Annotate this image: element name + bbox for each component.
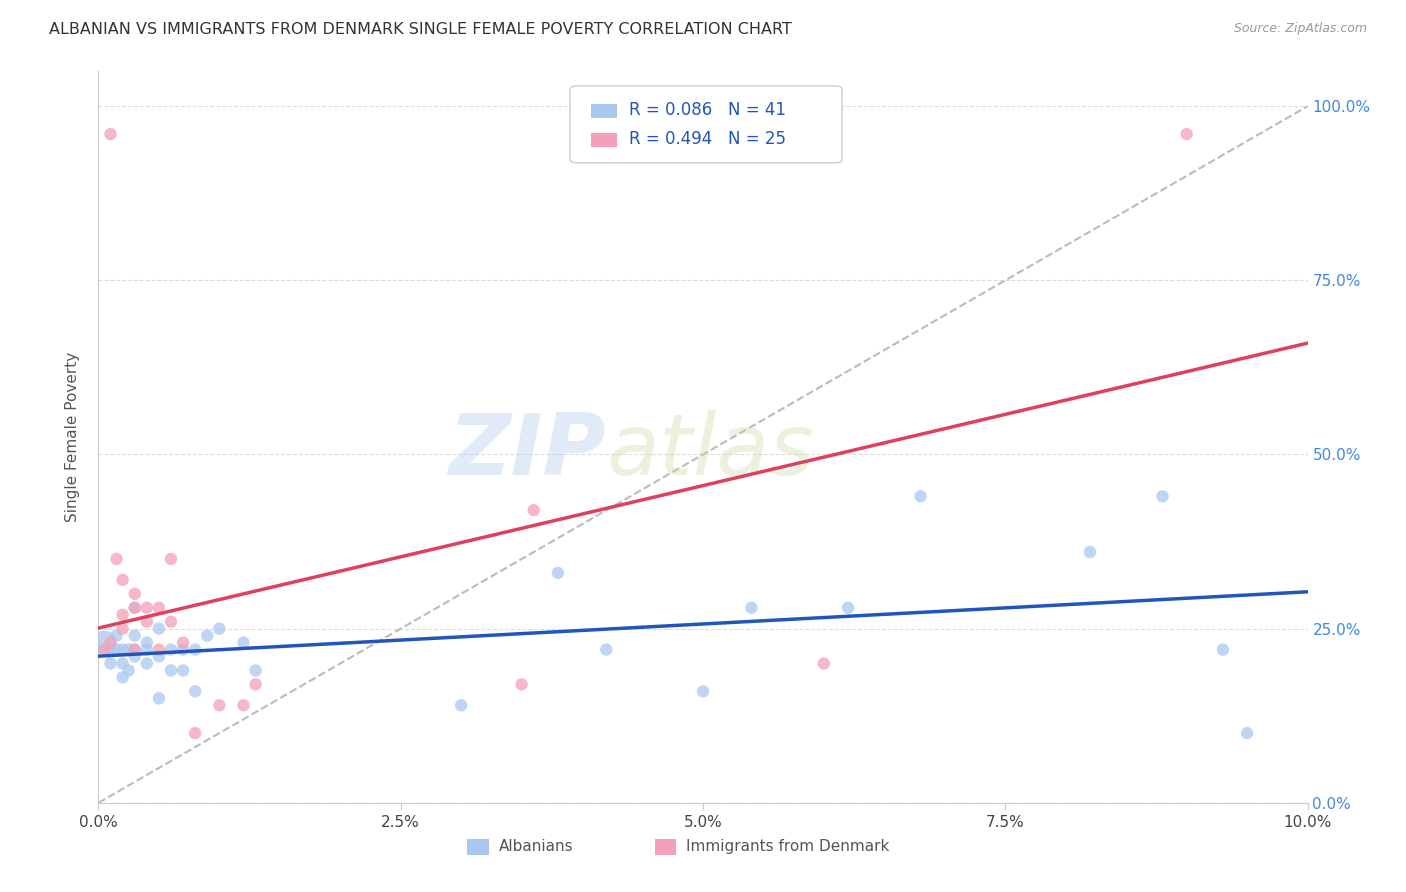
Text: R = 0.086   N = 41: R = 0.086 N = 41: [630, 101, 786, 120]
Point: [124, 642, 146, 657]
Point: [172, 635, 194, 649]
Point: [118, 642, 141, 657]
Point: [692, 684, 714, 698]
Point: [208, 698, 231, 713]
Point: [93, 642, 115, 657]
Point: [1212, 642, 1234, 657]
Point: [148, 600, 170, 615]
Point: [245, 677, 267, 691]
Point: [111, 622, 134, 636]
Point: [124, 649, 146, 664]
Text: Albanians: Albanians: [499, 839, 574, 855]
Point: [100, 635, 122, 649]
Point: [124, 629, 146, 643]
Point: [184, 642, 207, 657]
Point: [184, 726, 207, 740]
Point: [111, 573, 134, 587]
Bar: [591, 133, 617, 147]
Point: [160, 552, 183, 566]
Text: Source: ZipAtlas.com: Source: ZipAtlas.com: [1233, 22, 1367, 36]
Bar: [467, 839, 489, 855]
Bar: [655, 839, 676, 855]
Point: [172, 642, 194, 657]
Point: [595, 642, 617, 657]
Point: [135, 600, 157, 615]
Point: [208, 622, 231, 636]
Point: [910, 489, 932, 503]
Point: [837, 600, 859, 615]
Point: [135, 635, 157, 649]
Point: [1078, 545, 1101, 559]
Point: [105, 642, 128, 657]
Point: [100, 127, 122, 141]
Text: Immigrants from Denmark: Immigrants from Denmark: [686, 839, 890, 855]
Point: [105, 629, 128, 643]
Point: [232, 698, 254, 713]
Point: [547, 566, 569, 580]
Point: [93, 635, 115, 649]
Point: [740, 600, 762, 615]
Point: [135, 657, 157, 671]
Point: [124, 600, 146, 615]
Point: [195, 629, 218, 643]
Point: [135, 615, 157, 629]
Text: atlas: atlas: [606, 410, 814, 493]
Point: [172, 664, 194, 678]
Point: [111, 657, 134, 671]
Point: [148, 622, 170, 636]
Point: [523, 503, 546, 517]
Text: ALBANIAN VS IMMIGRANTS FROM DENMARK SINGLE FEMALE POVERTY CORRELATION CHART: ALBANIAN VS IMMIGRANTS FROM DENMARK SING…: [49, 22, 792, 37]
Y-axis label: Single Female Poverty: Single Female Poverty: [65, 352, 80, 522]
Point: [450, 698, 472, 713]
Point: [148, 642, 170, 657]
Text: ZIP: ZIP: [449, 410, 606, 493]
Point: [160, 615, 183, 629]
FancyBboxPatch shape: [569, 86, 842, 163]
Point: [245, 664, 267, 678]
Point: [124, 587, 146, 601]
Point: [100, 642, 122, 657]
Text: R = 0.494   N = 25: R = 0.494 N = 25: [630, 130, 786, 148]
Bar: [591, 103, 617, 118]
Point: [232, 635, 254, 649]
Point: [111, 670, 134, 684]
Point: [1152, 489, 1174, 503]
Point: [160, 664, 183, 678]
Point: [1236, 726, 1258, 740]
Point: [100, 657, 122, 671]
Point: [510, 677, 533, 691]
Point: [105, 552, 128, 566]
Point: [118, 664, 141, 678]
Point: [124, 642, 146, 657]
Point: [111, 607, 134, 622]
Point: [148, 691, 170, 706]
Point: [135, 642, 157, 657]
Point: [813, 657, 835, 671]
Point: [160, 642, 183, 657]
Point: [1175, 127, 1198, 141]
Point: [124, 600, 146, 615]
Point: [148, 649, 170, 664]
Point: [111, 642, 134, 657]
Point: [184, 684, 207, 698]
